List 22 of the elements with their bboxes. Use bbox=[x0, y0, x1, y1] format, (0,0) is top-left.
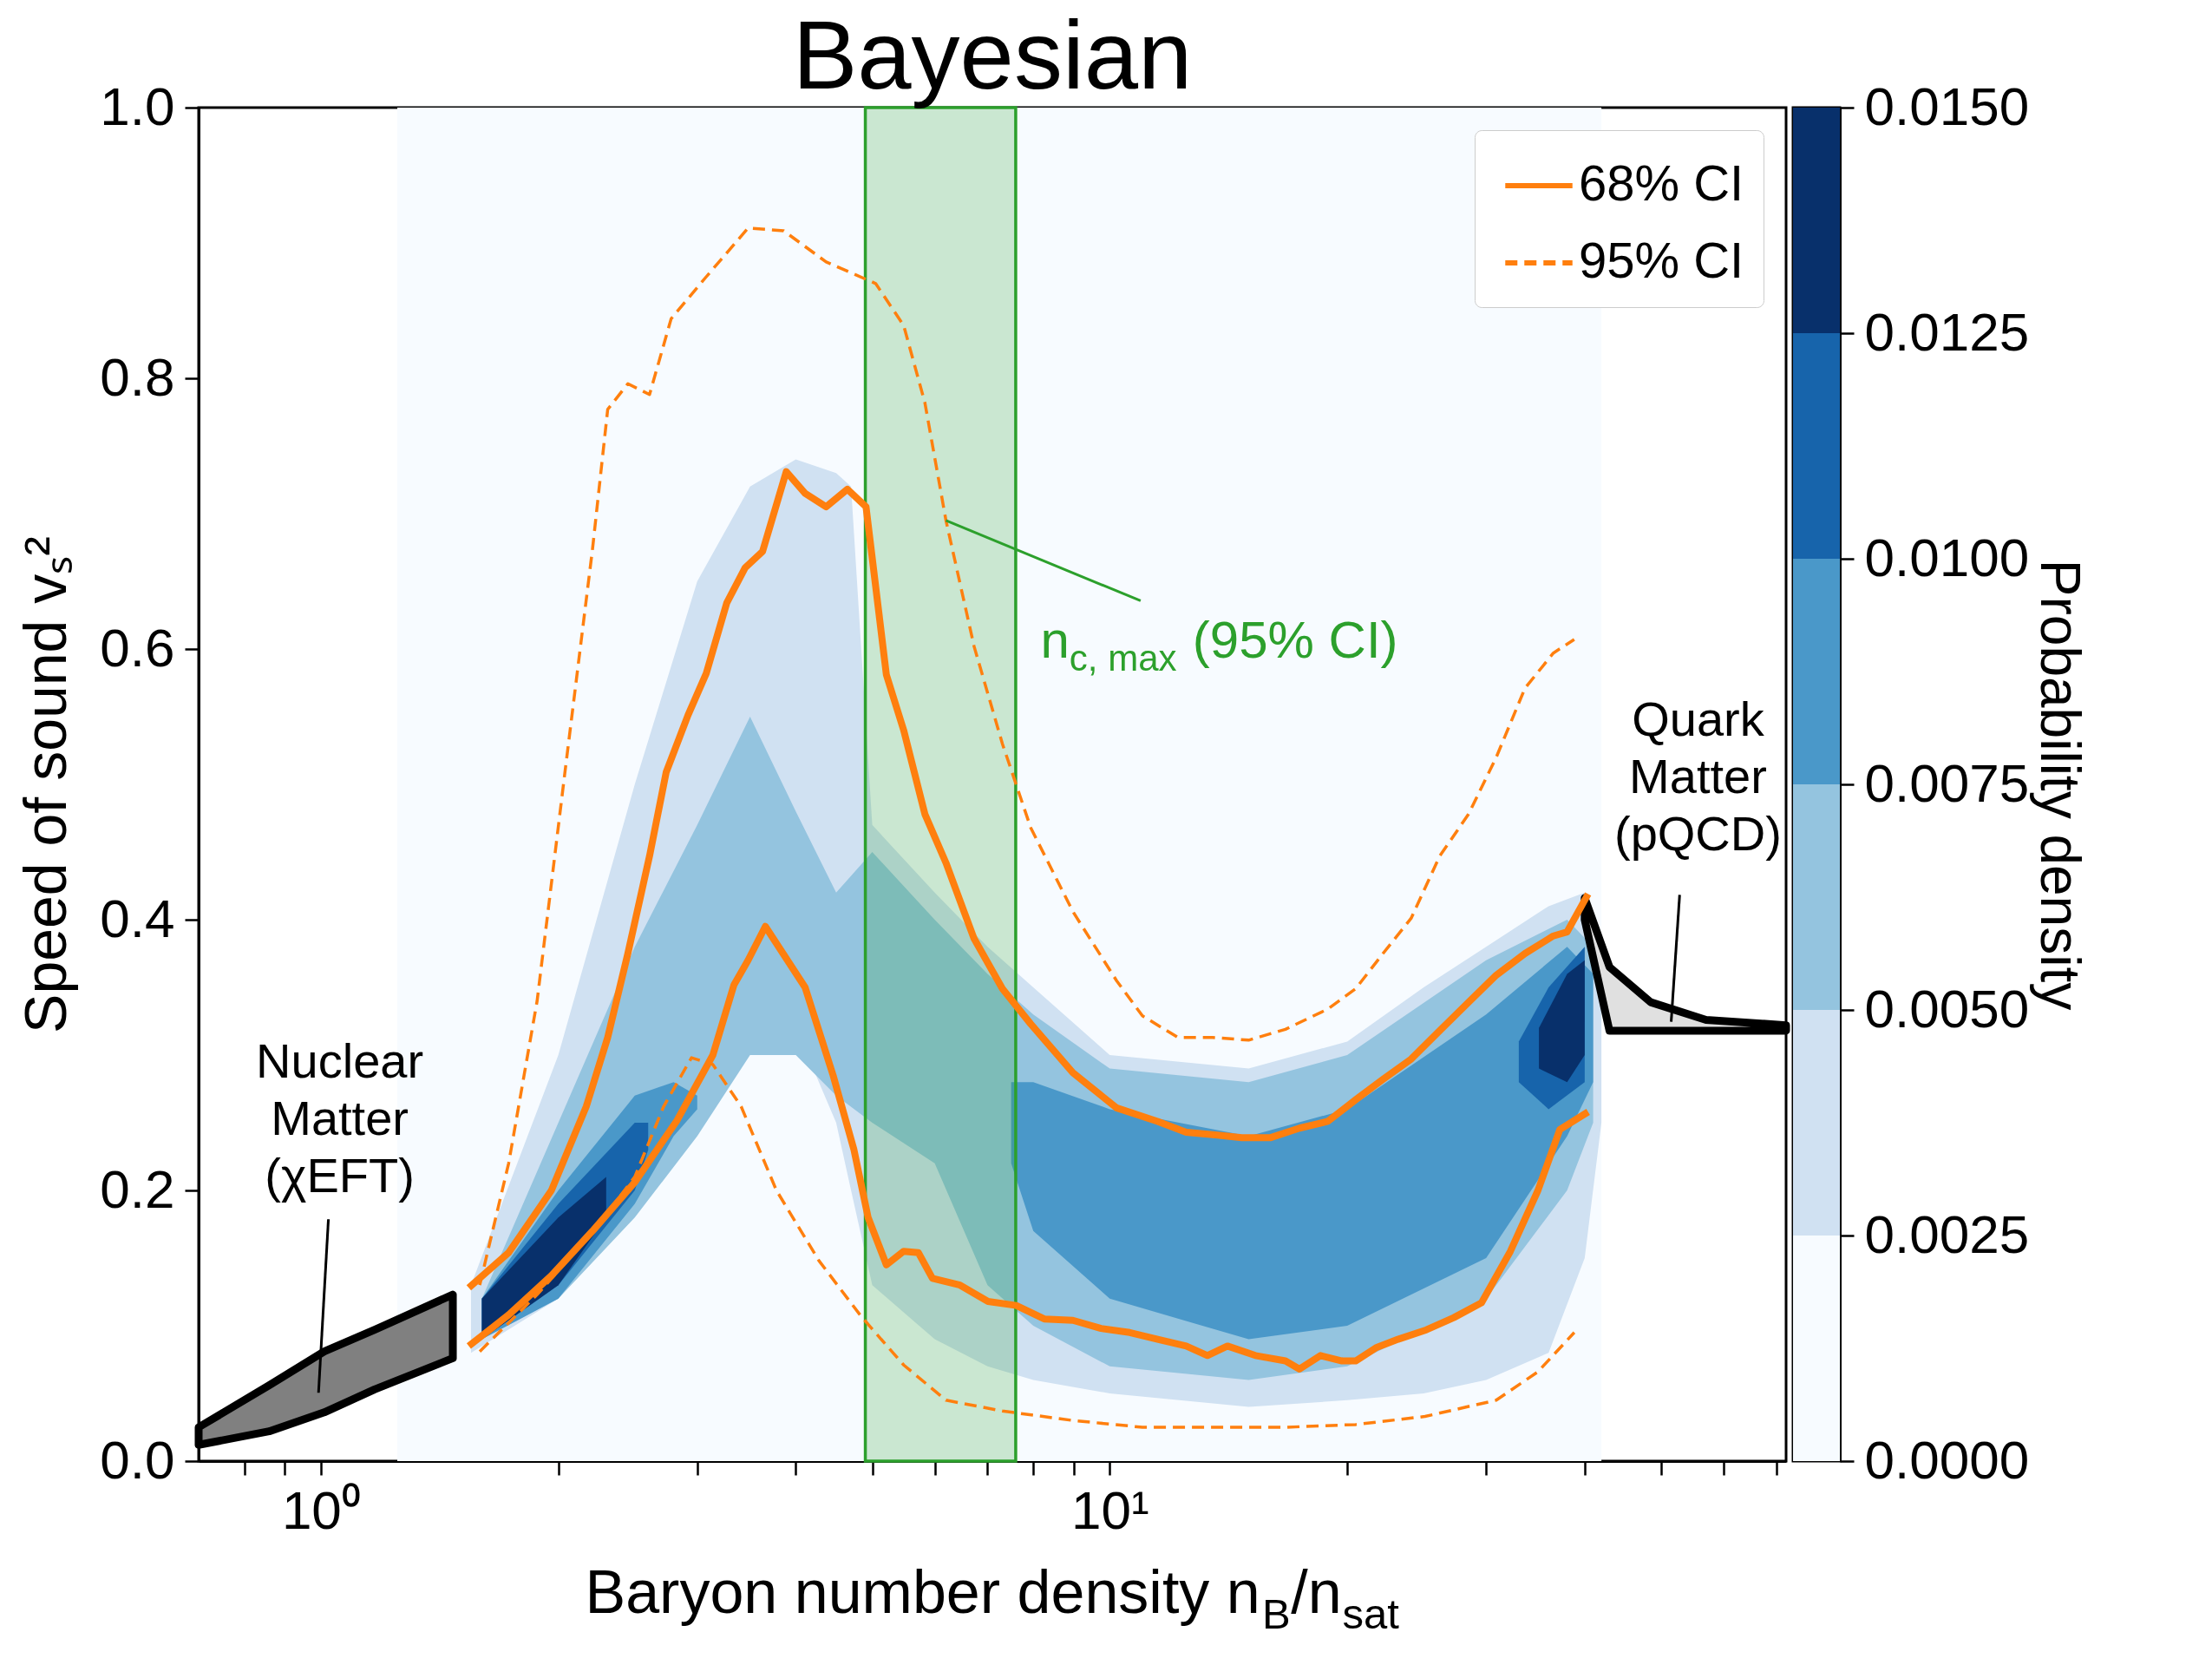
annotation: Nuclear Matter (χEFT) bbox=[256, 1032, 424, 1203]
color-bar-title: Probability density bbox=[2028, 559, 2091, 1011]
color-bar-label: 0.0050 bbox=[1864, 978, 2030, 1039]
legend-label: 95% CI bbox=[1579, 232, 1744, 288]
legend-label: 68% CI bbox=[1579, 154, 1744, 211]
y-axis-title: Speed of sound vₛ² bbox=[12, 536, 79, 1033]
y-tick-label: 1.0 bbox=[100, 75, 175, 136]
y-tick-label: 0.8 bbox=[100, 346, 175, 407]
color-bar-label: 0.0100 bbox=[1864, 527, 2030, 587]
x-tick-label: 10⁰ bbox=[281, 1479, 361, 1540]
y-tick-label: 0.6 bbox=[100, 617, 175, 678]
color-bar-label: 0.0125 bbox=[1864, 301, 2030, 362]
x-tick-label: 10¹ bbox=[1071, 1479, 1149, 1540]
color-bar-label: 0.0025 bbox=[1864, 1203, 2030, 1264]
color-bar-label: 0.0075 bbox=[1864, 752, 2030, 813]
y-tick-label: 0.0 bbox=[100, 1429, 175, 1490]
y-tick-label: 0.4 bbox=[100, 888, 175, 948]
color-bar-label: 0.0000 bbox=[1864, 1429, 2030, 1490]
color-bar-label: 0.0150 bbox=[1864, 75, 2030, 136]
chart-title: Bayesian bbox=[792, 1, 1193, 109]
y-tick-label: 0.2 bbox=[100, 1158, 175, 1219]
annotation: Quark Matter (pQCD) bbox=[1613, 692, 1782, 862]
